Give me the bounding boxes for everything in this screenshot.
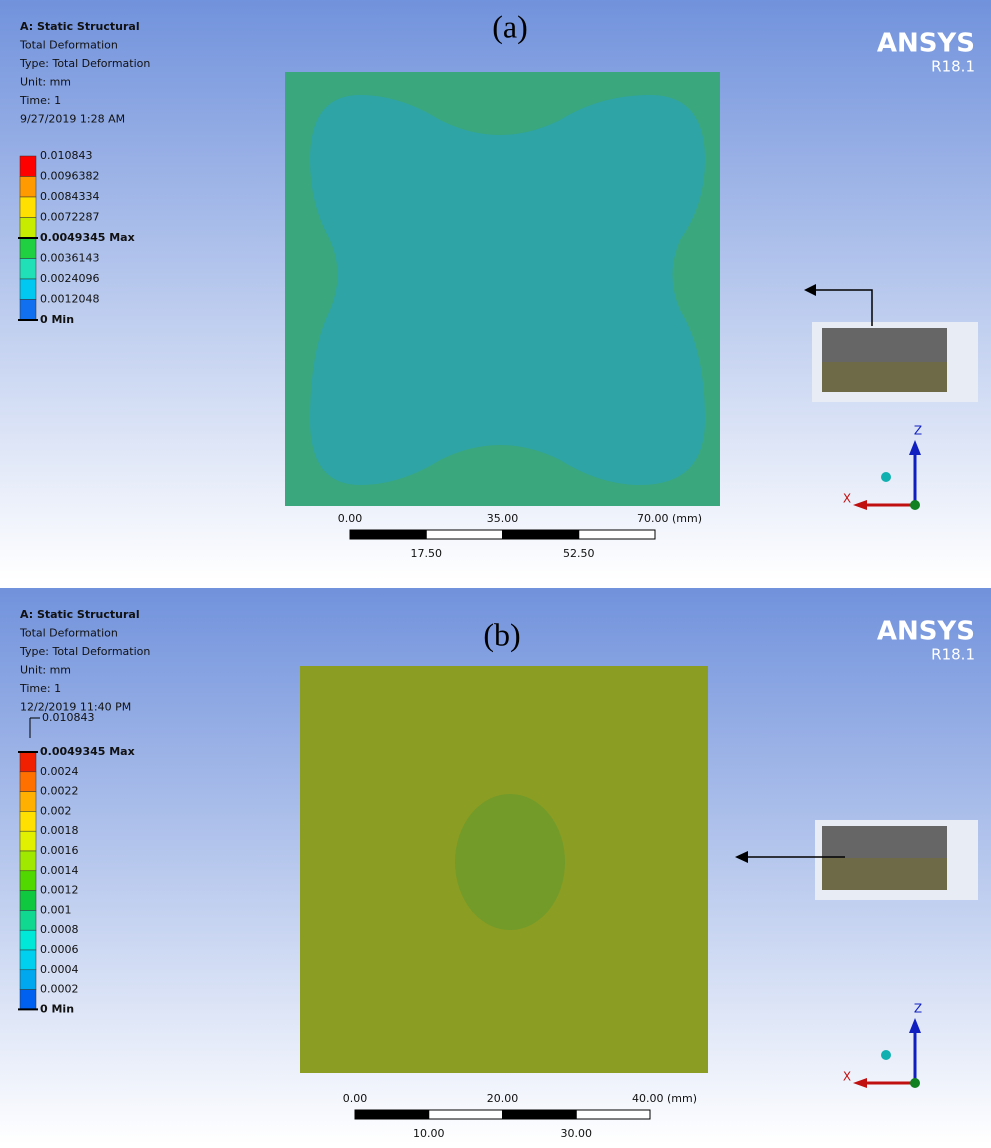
legend-label: 0.010843 <box>40 149 93 162</box>
legend-swatch <box>20 752 36 772</box>
legend-label: 0.001 <box>40 903 72 916</box>
legend-swatch <box>20 811 36 831</box>
deformation-region <box>455 794 565 930</box>
legend-label: 0.0072287 <box>40 211 100 224</box>
legend-swatch <box>20 910 36 930</box>
axis-label: Z <box>914 424 922 438</box>
legend-swatch <box>20 950 36 970</box>
scale-label: 70.00 (mm) <box>637 512 702 525</box>
legend-label: 0.0096382 <box>40 170 100 183</box>
legend-label: 0.0024096 <box>40 272 100 285</box>
scale-segment <box>426 530 502 539</box>
legend-label: 0 Min <box>40 313 74 326</box>
axis-label: X <box>843 492 851 506</box>
info-line: 9/27/2019 1:28 AM <box>20 113 125 126</box>
scale-segment <box>503 1110 577 1119</box>
version: R18.1 <box>931 58 975 76</box>
legend-swatch <box>20 990 36 1010</box>
legend-label: 0.0014 <box>40 864 79 877</box>
thumbnail-part <box>822 858 947 890</box>
legend-swatch <box>20 177 36 198</box>
legend-label: 0.0012 <box>40 884 79 897</box>
scale-label: 17.50 <box>411 547 443 560</box>
legend-swatch <box>20 197 36 218</box>
scale-segment <box>579 530 655 539</box>
legend-swatch <box>20 871 36 891</box>
scale-label: 10.00 <box>413 1127 445 1140</box>
legend-swatch <box>20 831 36 851</box>
scale-label: 20.00 <box>487 1092 519 1105</box>
brand: ANSYS <box>877 29 975 59</box>
version: R18.1 <box>931 646 975 664</box>
legend-label: 0.0022 <box>40 785 79 798</box>
info-line: Unit: mm <box>20 76 71 89</box>
view-sphere <box>881 1050 891 1060</box>
legend-label: 0 Min <box>40 1002 74 1015</box>
legend-label: 0.0008 <box>40 923 79 936</box>
info-line: Type: Total Deformation <box>19 645 150 658</box>
legend-label: 0.010843 <box>42 711 95 724</box>
axis-origin <box>910 1078 920 1088</box>
info-line: Unit: mm <box>20 664 71 677</box>
scale-segment <box>503 530 579 539</box>
info-line: Total Deformation <box>19 39 118 52</box>
legend-label: 0.0012048 <box>40 293 100 306</box>
scale-label: 0.00 <box>343 1092 368 1105</box>
legend-label: 0.0036143 <box>40 252 100 265</box>
legend-swatch <box>20 279 36 300</box>
legend-label: 0.0049345 Max <box>40 231 135 244</box>
info-line: A: Static Structural <box>20 608 140 621</box>
legend-label: 0.0006 <box>40 943 79 956</box>
legend-label: 0.0084334 <box>40 190 100 203</box>
scale-label: 52.50 <box>563 547 595 560</box>
panel-label: (a) <box>492 8 528 44</box>
legend-swatch <box>20 218 36 239</box>
scale-segment <box>429 1110 503 1119</box>
scale-label: 40.00 (mm) <box>632 1092 697 1105</box>
thumbnail-part <box>822 826 947 858</box>
legend-label: 0.0024 <box>40 765 79 778</box>
legend-label: 0.0002 <box>40 983 79 996</box>
scale-label: 0.00 <box>338 512 363 525</box>
legend-swatch <box>20 891 36 911</box>
legend-swatch <box>20 792 36 812</box>
legend-swatch <box>20 156 36 177</box>
scale-segment <box>355 1110 429 1119</box>
info-line: A: Static Structural <box>20 20 140 33</box>
legend-label: 0.0004 <box>40 963 79 976</box>
legend-swatch <box>20 259 36 280</box>
info-line: Time: 1 <box>19 682 61 695</box>
deformation-region <box>310 95 705 485</box>
legend-swatch <box>20 970 36 990</box>
panel-label: (b) <box>483 616 520 652</box>
legend-label: 0.002 <box>40 804 72 817</box>
info-line: Type: Total Deformation <box>19 57 150 70</box>
legend-label: 0.0018 <box>40 824 79 837</box>
legend-swatch <box>20 300 36 321</box>
axis-origin <box>910 500 920 510</box>
info-line: Total Deformation <box>19 627 118 640</box>
scale-label: 30.00 <box>561 1127 593 1140</box>
legend-swatch <box>20 851 36 871</box>
scale-segment <box>350 530 426 539</box>
thumbnail-part <box>822 328 947 362</box>
legend-swatch <box>20 930 36 950</box>
brand: ANSYS <box>877 617 975 647</box>
scale-segment <box>576 1110 650 1119</box>
scale-label: 35.00 <box>487 512 519 525</box>
axis-label: Z <box>914 1002 922 1016</box>
legend-swatch <box>20 238 36 259</box>
axis-label: X <box>843 1070 851 1084</box>
legend-swatch <box>20 772 36 792</box>
legend-label: 0.0016 <box>40 844 79 857</box>
view-sphere <box>881 472 891 482</box>
legend-label: 0.0049345 Max <box>40 745 135 758</box>
thumbnail-part <box>822 362 947 392</box>
info-line: Time: 1 <box>19 94 61 107</box>
figure: (a) A: Static Structural Total Deformation… <box>0 0 991 1144</box>
